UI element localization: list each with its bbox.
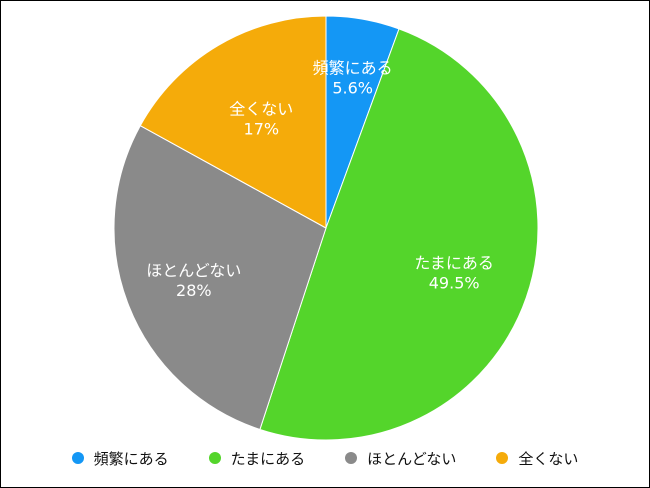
pie-slice-sometimes xyxy=(259,28,539,441)
slice-value-label: 5.6% xyxy=(332,79,373,98)
legend-label: たまにある xyxy=(230,449,306,468)
slice-value-label: 17% xyxy=(244,119,280,138)
legend-swatch xyxy=(71,452,84,464)
legend-item-sometimes: たまにある xyxy=(208,448,306,469)
slice-label: ほとんどない xyxy=(146,261,241,280)
legend-swatch xyxy=(496,452,509,464)
legend-item-never: 全くない xyxy=(496,448,578,469)
pie-slice-never xyxy=(139,15,327,229)
legend-swatch xyxy=(345,452,358,464)
legend-label: 全くない xyxy=(518,449,579,468)
slice-value-label: 28% xyxy=(176,281,212,300)
legend-swatch xyxy=(208,452,221,464)
legend-label: 頻繁にある xyxy=(93,449,169,468)
legend-item-rarely: ほとんどない xyxy=(345,448,456,469)
pie-slice-rarely xyxy=(113,124,327,431)
chart-legend: 頻繁にある たまにある ほとんどない 全くない xyxy=(0,438,650,478)
legend-item-frequent: 頻繁にある xyxy=(71,448,169,469)
slice-label: たまにある xyxy=(414,254,494,273)
slice-label: 全くない xyxy=(229,99,293,118)
slice-value-label: 49.5% xyxy=(429,274,480,293)
slice-label: 頻繁にある xyxy=(313,59,393,78)
legend-label: ほとんどない xyxy=(367,449,457,468)
